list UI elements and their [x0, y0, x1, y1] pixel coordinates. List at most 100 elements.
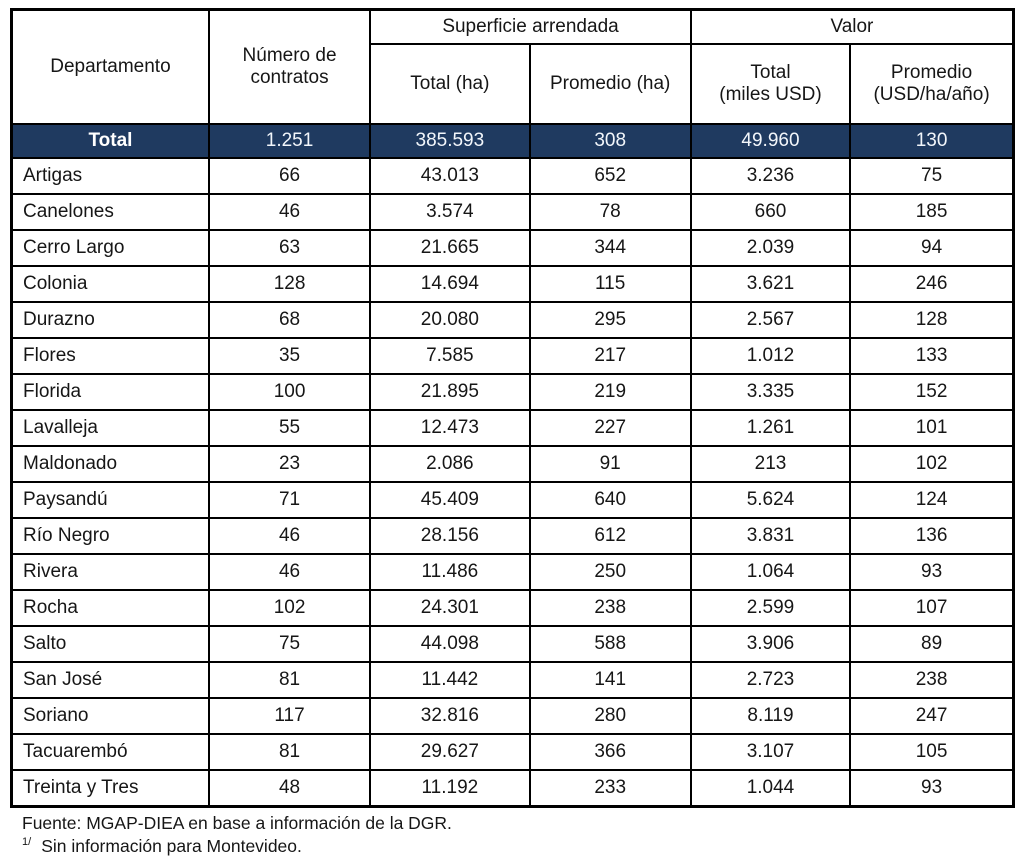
cell-valor-promedio: 133: [849, 337, 1015, 375]
cell-valor-total: 1.064: [689, 553, 852, 591]
cell-valor-total: 3.906: [689, 625, 852, 663]
header-valor-promedio: Promedio (USD/ha/año): [849, 43, 1015, 125]
table-row: San José 81 11.442 141 2.723 238: [10, 661, 1015, 699]
header-valor-promedio-line1: Promedio: [890, 62, 973, 84]
header-valor-promedio-line2: (USD/ha/año): [873, 84, 990, 105]
cell-valor-promedio: 136: [849, 517, 1015, 555]
cell-valor-promedio: 89: [849, 625, 1015, 663]
cell-valor-total: 2.723: [689, 661, 852, 699]
cell-departamento: Rivera: [10, 553, 210, 591]
cell-superficie-total: 11.442: [369, 661, 531, 699]
cell-valor-total: 2.039: [689, 229, 852, 267]
cell-valor-total: 3.107: [689, 733, 852, 771]
cell-departamento: Tacuarembó: [10, 733, 210, 771]
cell-contratos: 63: [207, 229, 372, 267]
cell-superficie-total: 43.013: [369, 157, 531, 195]
cell-contratos: 23: [207, 445, 372, 483]
cell-contratos: 71: [207, 481, 372, 519]
total-row-valor-promedio: 130: [849, 123, 1015, 159]
table-row: Lavalleja 55 12.473 227 1.261 101: [10, 409, 1015, 447]
cell-contratos: 117: [207, 697, 372, 735]
cell-valor-total: 3.335: [689, 373, 852, 411]
cell-superficie-promedio: 115: [528, 265, 692, 303]
cell-valor-total: 3.236: [689, 157, 852, 195]
cell-superficie-promedio: 238: [528, 589, 692, 627]
cell-departamento: Canelones: [10, 193, 210, 231]
cell-superficie-total: 14.694: [369, 265, 531, 303]
cell-valor-total: 2.599: [689, 589, 852, 627]
cell-contratos: 55: [207, 409, 372, 447]
cell-superficie-promedio: 344: [528, 229, 692, 267]
header-superficie-total: Total (ha): [369, 43, 531, 125]
cell-valor-total: 213: [689, 445, 852, 483]
cell-valor-promedio: 102: [849, 445, 1015, 483]
cell-contratos: 68: [207, 301, 372, 339]
cell-valor-promedio: 246: [849, 265, 1015, 303]
cell-valor-total: 1.012: [689, 337, 852, 375]
cell-superficie-total: 11.486: [369, 553, 531, 591]
cell-valor-total: 2.567: [689, 301, 852, 339]
table-row: Maldonado 23 2.086 91 213 102: [10, 445, 1015, 483]
cell-valor-total: 660: [689, 193, 852, 231]
header-group-superficie: Superficie arrendada: [369, 8, 692, 45]
cell-valor-promedio: 128: [849, 301, 1015, 339]
cell-departamento: Durazno: [10, 301, 210, 339]
cell-superficie-total: 44.098: [369, 625, 531, 663]
footnote-text: Sin información para Montevideo.: [41, 836, 302, 857]
table-row: Tacuarembó 81 29.627 366 3.107 105: [10, 733, 1015, 771]
cell-superficie-promedio: 219: [528, 373, 692, 411]
cell-superficie-promedio: 295: [528, 301, 692, 339]
header-valor-total-line2: (miles USD): [719, 84, 822, 105]
footnote-marker: 1/: [22, 836, 32, 849]
cell-superficie-promedio: 217: [528, 337, 692, 375]
cell-superficie-total: 45.409: [369, 481, 531, 519]
cell-valor-promedio: 247: [849, 697, 1015, 735]
cell-departamento: Maldonado: [10, 445, 210, 483]
table-row: Salto 75 44.098 588 3.906 89: [10, 625, 1015, 663]
table-row: Artigas 66 43.013 652 3.236 75: [10, 157, 1015, 195]
cell-superficie-promedio: 227: [528, 409, 692, 447]
cell-valor-promedio: 94: [849, 229, 1015, 267]
cell-valor-total: 1.261: [689, 409, 852, 447]
cell-valor-promedio: 93: [849, 769, 1015, 808]
cell-superficie-total: 7.585: [369, 337, 531, 375]
cell-contratos: 46: [207, 553, 372, 591]
total-row-contratos: 1.251: [207, 123, 372, 159]
cell-valor-total: 1.044: [689, 769, 852, 808]
cell-departamento: Colonia: [10, 265, 210, 303]
cell-departamento: Río Negro: [10, 517, 210, 555]
cell-departamento: Soriano: [10, 697, 210, 735]
header-group-valor: Valor: [689, 8, 1015, 45]
cell-departamento: Salto: [10, 625, 210, 663]
cell-contratos: 81: [207, 661, 372, 699]
header-valor-total: Total (miles USD): [689, 43, 852, 125]
cell-contratos: 46: [207, 193, 372, 231]
cell-superficie-total: 29.627: [369, 733, 531, 771]
cell-superficie-promedio: 91: [528, 445, 692, 483]
cell-superficie-promedio: 588: [528, 625, 692, 663]
cell-contratos: 35: [207, 337, 372, 375]
cell-departamento: Rocha: [10, 589, 210, 627]
table-row: Florida 100 21.895 219 3.335 152: [10, 373, 1015, 411]
cell-departamento: Florida: [10, 373, 210, 411]
cell-superficie-promedio: 280: [528, 697, 692, 735]
table-header: Departamento Número de contratos Superfi…: [10, 8, 1015, 125]
cell-valor-total: 5.624: [689, 481, 852, 519]
table-row: Soriano 117 32.816 280 8.119 247: [10, 697, 1015, 735]
cell-valor-promedio: 152: [849, 373, 1015, 411]
cell-departamento: Flores: [10, 337, 210, 375]
cell-valor-promedio: 238: [849, 661, 1015, 699]
cell-superficie-promedio: 652: [528, 157, 692, 195]
header-departamento: Departamento: [10, 8, 210, 125]
table-row: Treinta y Tres 48 11.192 233 1.044 93: [10, 769, 1015, 808]
table-row: Rivera 46 11.486 250 1.064 93: [10, 553, 1015, 591]
cell-superficie-promedio: 366: [528, 733, 692, 771]
cell-superficie-promedio: 141: [528, 661, 692, 699]
cell-contratos: 100: [207, 373, 372, 411]
cell-contratos: 48: [207, 769, 372, 808]
total-row-superficie-promedio: 308: [528, 123, 692, 159]
cell-valor-promedio: 93: [849, 553, 1015, 591]
table-row: Flores 35 7.585 217 1.012 133: [10, 337, 1015, 375]
cell-superficie-total: 20.080: [369, 301, 531, 339]
cell-departamento: Treinta y Tres: [10, 769, 210, 808]
